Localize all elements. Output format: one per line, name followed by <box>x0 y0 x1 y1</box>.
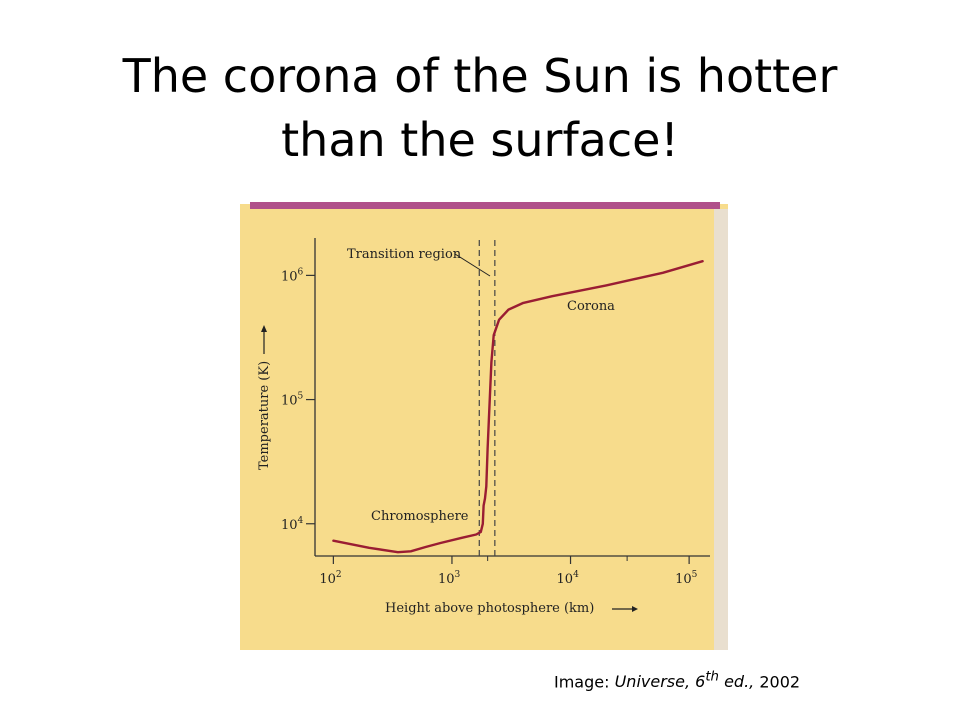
slide-title: The corona of the Sun is hotter than the… <box>0 44 960 172</box>
y-axis-arrowhead <box>261 325 267 332</box>
credit-prefix: Image: <box>554 672 615 692</box>
image-credit: Image: Universe, 6th ed., 2002 <box>554 670 800 691</box>
right-edge-shading <box>714 209 728 650</box>
credit-source: Universe, 6 <box>614 672 706 692</box>
transition-pointer <box>454 253 491 277</box>
x-axis-title: Height above photosphere (km) <box>385 601 594 616</box>
y-axis-title: Temperature (K) <box>257 361 272 470</box>
annotation-chromosphere: Chromosphere <box>371 509 469 524</box>
credit-edition: ed., <box>719 672 755 692</box>
annotation-corona: Corona <box>567 299 615 314</box>
top-band <box>250 202 720 209</box>
credit-year: 2002 <box>754 672 801 692</box>
figure-panel <box>240 204 728 650</box>
temperature-figure: 102 103 104 105 104 105 106 Transition region… <box>240 198 730 650</box>
credit-sup: th <box>705 670 719 685</box>
axes <box>314 238 710 557</box>
x-axis-label: Height above photosphere (km) <box>385 601 638 616</box>
x-axis-arrowhead <box>632 606 638 612</box>
slide-title-line-2: than the surface! <box>281 113 679 167</box>
annotation-transition-region: Transition region <box>347 247 462 262</box>
transition-lines <box>478 240 496 556</box>
temperature-curve <box>332 260 704 554</box>
y-axis-label: Temperature (K) <box>257 325 272 470</box>
slide-title-line-1: The corona of the Sun is hotter <box>122 49 838 103</box>
